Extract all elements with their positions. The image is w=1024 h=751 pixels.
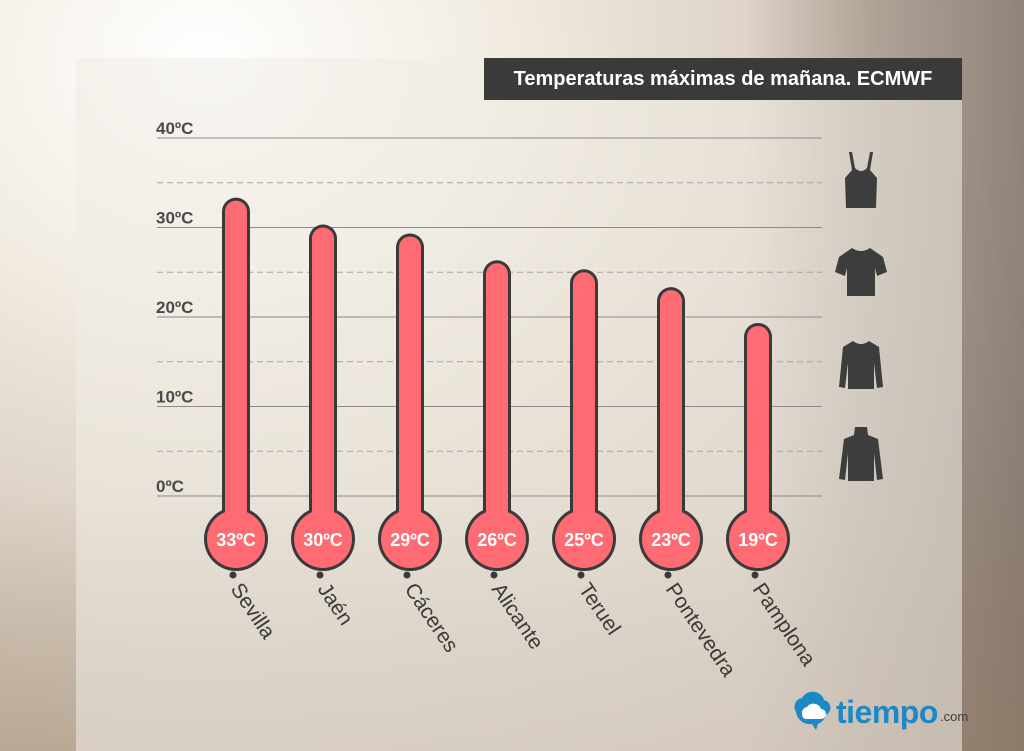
category-label: Sevilla <box>226 579 280 643</box>
thermometer-bar <box>225 200 247 539</box>
value-label: 26ºC <box>477 530 517 550</box>
long-sleeve-icon <box>839 341 883 389</box>
thermometer-bulb <box>207 510 265 568</box>
category-label: Alicante <box>487 579 548 654</box>
thermometer-bar <box>399 236 421 539</box>
category-label: Jaén <box>313 579 358 630</box>
value-label: 25ºC <box>564 530 604 550</box>
y-tick-label: 20ºC <box>156 298 193 317</box>
thermometer-bar <box>486 263 508 539</box>
y-tick-label: 40ºC <box>156 119 193 138</box>
category-label: Cáceres <box>400 579 463 657</box>
category-label: Pontevedra <box>661 579 740 681</box>
value-label: 19ºC <box>738 530 778 550</box>
thermometer-bulb <box>294 510 352 568</box>
thermometer-bar <box>573 272 595 539</box>
value-label: 23ºC <box>651 530 691 550</box>
value-label: 30ºC <box>303 530 343 550</box>
chart-title: Temperaturas máximas de mañana. ECMWF <box>484 58 962 100</box>
value-label: 29ºC <box>390 530 430 550</box>
t-shirt-icon <box>835 248 887 296</box>
thermometer-bulb <box>642 510 700 568</box>
y-tick-label: 10ºC <box>156 388 193 407</box>
category-marker <box>577 571 585 579</box>
category-marker <box>664 571 672 579</box>
y-tick-label: 30ºC <box>156 209 193 228</box>
category-label: Teruel <box>574 579 625 639</box>
category-marker <box>490 571 498 579</box>
category-marker <box>229 571 237 579</box>
thermometer-bar <box>660 290 682 539</box>
turtleneck-icon <box>839 427 883 481</box>
tank-top-icon <box>845 152 877 208</box>
thermometer-bulb <box>381 510 439 568</box>
y-tick-label: 0ºC <box>156 477 184 496</box>
thermometer-bar <box>747 325 769 539</box>
thermometer-bulb <box>729 510 787 568</box>
thermometer-bulb <box>468 510 526 568</box>
thermometer-bulb <box>555 510 613 568</box>
cloud-logo-icon <box>794 691 831 730</box>
value-label: 33ºC <box>216 530 256 550</box>
category-marker <box>751 571 759 579</box>
thermometer-bar <box>312 227 334 539</box>
brand-name: tiempo <box>836 694 938 730</box>
category-marker <box>316 571 324 579</box>
category-label: Pamplona <box>748 579 820 671</box>
brand-suffix: .com <box>940 709 969 724</box>
category-marker <box>403 571 411 579</box>
